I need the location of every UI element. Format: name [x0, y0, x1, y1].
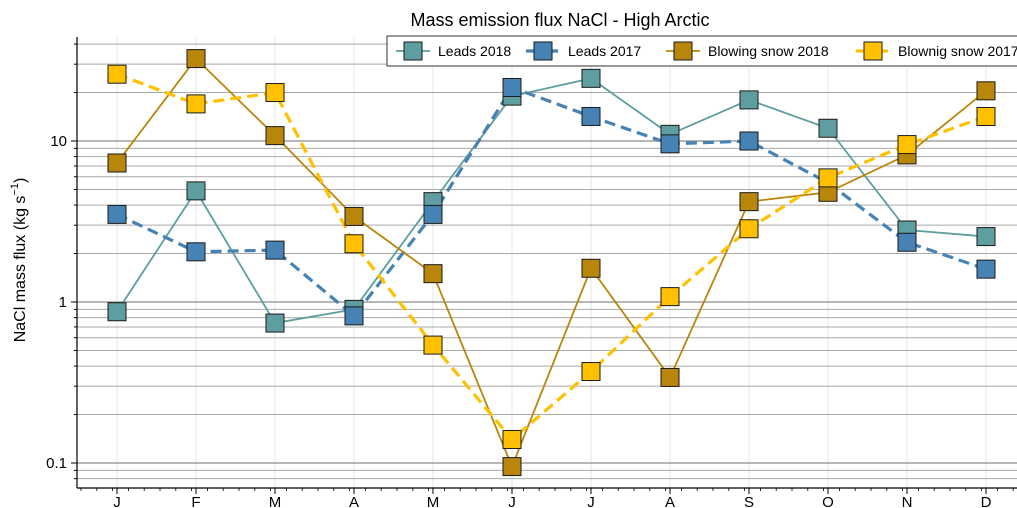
- data-point-marker: [107, 204, 127, 224]
- data-point-marker: [186, 94, 206, 114]
- legend-label: Blowing snow 2018: [708, 43, 829, 59]
- data-point-marker: [186, 49, 206, 69]
- data-point-marker: [976, 259, 996, 279]
- legend-label: Leads 2018: [438, 43, 511, 59]
- data-point-marker: [660, 134, 680, 154]
- grid-layer: [77, 37, 1017, 488]
- data-point-marker: [976, 81, 996, 101]
- series-layer: [107, 49, 996, 477]
- data-point-marker: [344, 306, 364, 326]
- series-line: [116, 57, 987, 468]
- data-point-marker: [897, 135, 917, 155]
- legend-marker: [403, 41, 423, 61]
- y-axis-label-close: ): [12, 178, 29, 183]
- data-point-marker: [502, 457, 522, 477]
- data-point-marker: [818, 118, 838, 138]
- x-tick-label: D: [981, 494, 992, 508]
- data-point-marker: [423, 335, 443, 355]
- x-tick-label: A: [665, 494, 675, 508]
- x-tick-label: F: [191, 494, 200, 508]
- data-point-marker: [976, 106, 996, 126]
- series-line: [116, 85, 987, 318]
- data-point-marker: [976, 227, 996, 247]
- data-point-marker: [818, 168, 838, 188]
- legend-marker: [863, 41, 883, 61]
- data-point-marker: [107, 153, 127, 173]
- data-point-marker: [344, 206, 364, 226]
- data-point-marker: [581, 106, 601, 126]
- series-line: [116, 77, 987, 324]
- y-tick-label: 0.1: [46, 455, 67, 472]
- y-axis-label: NaCl mass flux (kg s−1): [9, 178, 29, 343]
- x-tick-label: J: [508, 494, 516, 508]
- data-point-marker: [107, 64, 127, 84]
- y-axis-label-main: NaCl mass flux (kg s: [12, 196, 29, 343]
- data-point-marker: [186, 181, 206, 201]
- y-tick-label: 10: [50, 133, 67, 150]
- legend: Leads 2018 Leads 2017 Blowing snow 2018 Blo…: [386, 35, 1017, 67]
- x-tick-label: S: [744, 494, 754, 508]
- y-axis-label-sup: −1: [9, 183, 21, 196]
- data-point-marker: [581, 258, 601, 278]
- data-point-marker: [502, 77, 522, 97]
- data-point-marker: [581, 68, 601, 88]
- data-point-marker: [502, 429, 522, 449]
- legend-marker: [533, 41, 553, 61]
- data-point-marker: [897, 232, 917, 252]
- y-tick-label: 1: [59, 294, 67, 311]
- x-tick-label: O: [822, 494, 834, 508]
- data-point-marker: [660, 367, 680, 387]
- chart-title: Mass emission flux NaCl - High Arctic: [410, 10, 709, 30]
- data-point-marker: [739, 219, 759, 239]
- x-tick-label: M: [427, 494, 440, 508]
- data-point-marker: [107, 302, 127, 322]
- data-point-marker: [265, 313, 285, 333]
- data-point-marker: [265, 240, 285, 260]
- x-tick-label: J: [113, 494, 121, 508]
- data-point-marker: [423, 264, 443, 284]
- axes-layer: J F M A M J J A S O N D 0.1 1 10: [46, 37, 1017, 508]
- series-line: [116, 72, 987, 442]
- x-tick-label: M: [269, 494, 282, 508]
- data-point-marker: [581, 362, 601, 382]
- data-point-marker: [739, 131, 759, 151]
- legend-marker: [673, 41, 693, 61]
- data-point-marker: [423, 204, 443, 224]
- legend-label: Leads 2017: [568, 43, 641, 59]
- data-point-marker: [344, 234, 364, 254]
- data-point-marker: [186, 242, 206, 262]
- legend-label: Blownig snow 2017: [898, 43, 1017, 59]
- data-point-marker: [660, 287, 680, 307]
- x-tick-label: N: [902, 494, 913, 508]
- x-tick-label: J: [587, 494, 595, 508]
- x-tick-label: A: [349, 494, 359, 508]
- data-point-marker: [739, 90, 759, 110]
- data-point-marker: [265, 126, 285, 146]
- data-point-marker: [739, 192, 759, 212]
- legend-box: [386, 35, 1017, 67]
- data-point-marker: [265, 83, 285, 103]
